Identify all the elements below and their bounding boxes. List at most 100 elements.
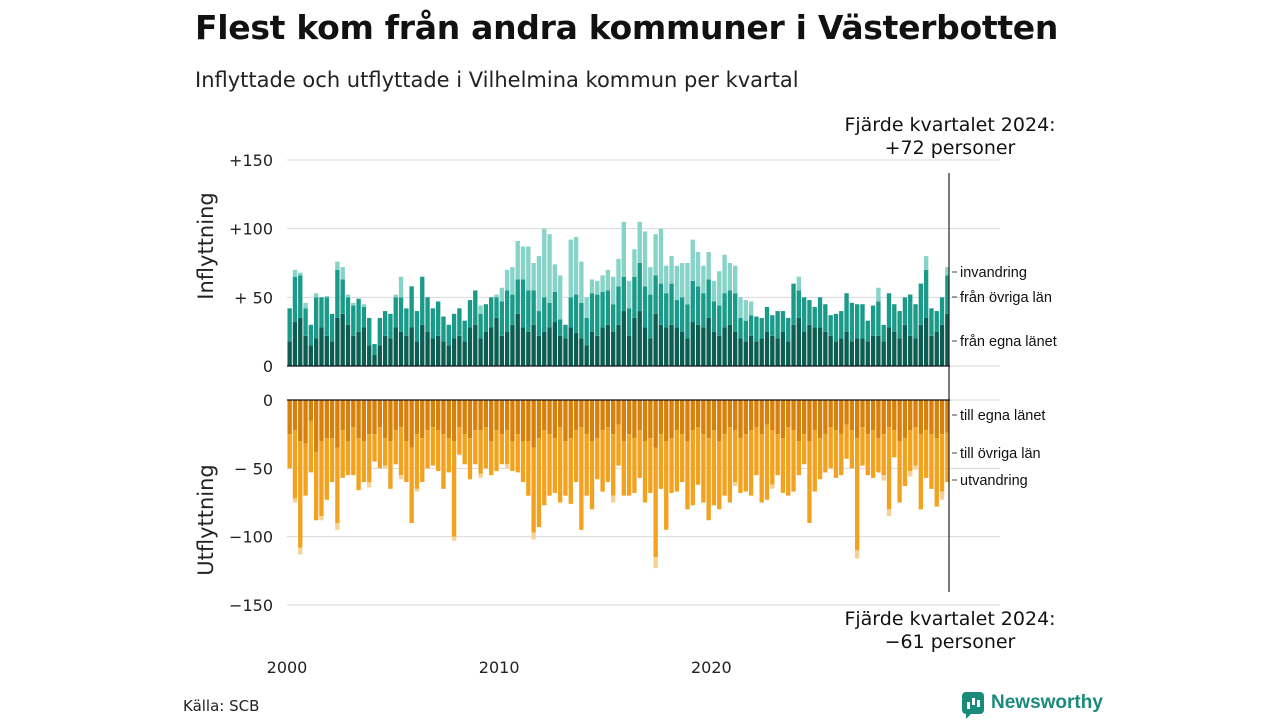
bar-out-segment: [335, 523, 340, 530]
bar-out-segment: [361, 400, 367, 441]
bar-in-segment: [451, 313, 457, 339]
bar-in-segment: [722, 293, 727, 328]
bar-in-segment: [425, 297, 430, 332]
bar-in-segment: [557, 335, 563, 366]
bar-out-segment: [420, 438, 425, 482]
bar-out-segment: [701, 400, 706, 435]
bar-in-segment: [435, 301, 441, 336]
bar-in-segment: [923, 317, 929, 366]
bar-out-segment: [759, 400, 764, 435]
bar-out-segment: [939, 434, 945, 492]
bar-in-segment: [425, 331, 430, 366]
bar-in-segment: [855, 304, 860, 339]
bar-out-segment: [812, 400, 817, 431]
bar-in-segment: [934, 331, 939, 366]
bar-out-segment: [642, 400, 648, 441]
bar-out-segment: [515, 434, 520, 473]
bar-out-segment: [478, 400, 483, 431]
bar-in-segment: [298, 272, 303, 276]
bar-out-segment: [722, 434, 727, 496]
bar-in-segment: [435, 335, 441, 366]
bar-out-segment: [839, 400, 844, 435]
bar-out-segment: [823, 400, 828, 435]
bar-in-segment: [611, 276, 616, 305]
bar-in-segment: [653, 234, 658, 276]
bar-out-segment: [738, 438, 743, 493]
bar-in-segment: [674, 327, 680, 366]
bar-out-segment: [897, 441, 902, 503]
bar-in-segment: [404, 335, 409, 366]
bar-in-segment: [754, 341, 759, 366]
bar-out-segment: [319, 516, 324, 521]
bar-in-segment: [770, 335, 775, 366]
bar-in-segment: [870, 335, 876, 366]
bar-out-segment: [706, 438, 711, 521]
bar-out-segment: [382, 438, 388, 466]
bar-in-segment: [796, 276, 802, 291]
bar-in-segment: [679, 297, 685, 332]
bar-in-segment: [536, 256, 542, 312]
chart-subtitle: Inflyttade och utflyttade i Vilhelmina k…: [195, 68, 799, 92]
bar-in-segment: [367, 317, 372, 346]
bar-in-segment: [839, 311, 844, 339]
bar-in-segment: [722, 327, 727, 366]
bar-in-segment: [611, 304, 616, 332]
bar-out-segment: [504, 430, 510, 465]
bar-out-segment: [526, 441, 531, 496]
bar-out-segment: [828, 427, 833, 469]
bar-out-segment: [457, 427, 462, 455]
bar-out-segment: [711, 400, 717, 431]
bar-in-segment: [658, 324, 664, 366]
bar-in-segment: [515, 279, 520, 314]
bar-in-segment: [796, 317, 802, 366]
bar-out-segment: [510, 400, 515, 441]
bar-out-segment: [611, 495, 616, 503]
bar-out-segment: [287, 400, 292, 435]
bar-in-segment: [945, 313, 950, 366]
bar-in-segment: [351, 305, 356, 336]
bar-out-segment: [292, 430, 298, 499]
bar-out-segment: [653, 400, 658, 448]
bar-out-segment: [648, 438, 653, 493]
bar-in-segment: [451, 338, 457, 366]
bar-in-segment: [441, 316, 446, 342]
bar-in-segment: [510, 294, 515, 325]
bar-in-segment: [584, 317, 589, 346]
bar-out-segment: [626, 400, 632, 435]
bar-in-segment: [642, 231, 648, 287]
bar-in-segment: [552, 264, 558, 292]
bar-out-segment: [398, 475, 404, 480]
bar-out-segment: [743, 400, 748, 435]
bar-out-segment: [547, 434, 552, 496]
bar-in-segment: [595, 335, 600, 366]
bar-in-segment: [823, 304, 828, 332]
bar-in-segment: [653, 275, 658, 314]
bar-in-segment: [626, 308, 632, 336]
bar-out-segment: [377, 400, 382, 428]
bar-out-segment: [626, 434, 632, 496]
bar-in-segment: [483, 331, 489, 366]
bar-out-segment: [451, 441, 457, 537]
bar-out-segment: [743, 434, 748, 492]
bar-out-segment: [706, 400, 711, 439]
bar-out-segment: [404, 441, 409, 482]
bar-out-segment: [674, 400, 680, 431]
bar-out-segment: [738, 400, 743, 439]
bar-out-segment: [531, 400, 536, 448]
bar-in-segment: [361, 304, 367, 307]
bar-out-segment: [733, 430, 738, 482]
bar-in-segment: [939, 324, 945, 366]
bar-out-segment: [340, 400, 345, 431]
bar-in-segment: [494, 297, 499, 318]
bar-in-segment: [632, 249, 637, 277]
bar-in-segment: [430, 338, 436, 366]
bar-out-segment: [833, 400, 839, 431]
bar-in-segment: [897, 338, 902, 366]
bar-out-segment: [435, 430, 441, 472]
bar-in-segment: [918, 324, 923, 366]
bar-in-segment: [557, 319, 563, 336]
bar-out-segment: [324, 438, 329, 500]
bar-out-segment: [886, 427, 892, 510]
bar-out-segment: [329, 438, 335, 482]
bar-out-segment: [870, 400, 876, 431]
